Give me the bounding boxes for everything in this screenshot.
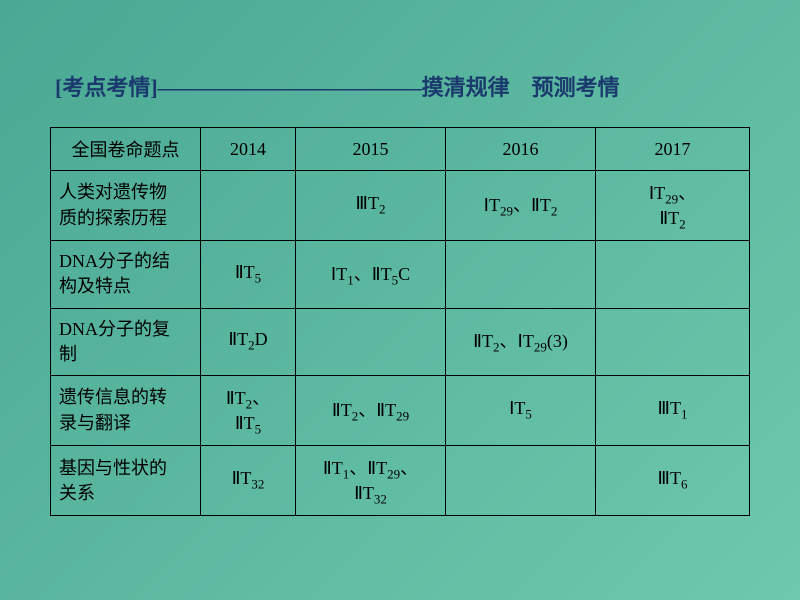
cell-2017: ⅢT1 xyxy=(596,375,750,445)
topic-cell: DNA分子的结构及特点 xyxy=(51,241,201,308)
table-row: 遗传信息的转录与翻译 ⅡT2、ⅡT5 ⅡT2、ⅡT29 ⅠT5 ⅢT1 xyxy=(51,375,750,445)
header-topic: 全国卷命题点 xyxy=(51,128,201,171)
cell-2015 xyxy=(296,308,446,375)
cell-2015: ⅢT2 xyxy=(296,171,446,241)
header-2014: 2014 xyxy=(201,128,296,171)
title-suffix: 摸清规律 预测考情 xyxy=(422,75,620,100)
cell-2017 xyxy=(596,308,750,375)
topic-cell: DNA分子的复制 xyxy=(51,308,201,375)
exam-topics-table: 全国卷命题点 2014 2015 2016 2017 人类对遗传物质的探索历程 … xyxy=(50,127,750,516)
cell-2016 xyxy=(446,241,596,308)
cell-2014: ⅡT32 xyxy=(201,446,296,516)
topic-cell: 人类对遗传物质的探索历程 xyxy=(51,171,201,241)
header-2017: 2017 xyxy=(596,128,750,171)
cell-2014: ⅡT5 xyxy=(201,241,296,308)
cell-2016: ⅠT29、ⅡT2 xyxy=(446,171,596,241)
title-line: ———————————— xyxy=(158,75,422,100)
cell-2015: ⅡT2、ⅡT29 xyxy=(296,375,446,445)
header-2016: 2016 xyxy=(446,128,596,171)
topic-cell: 基因与性状的关系 xyxy=(51,446,201,516)
cell-2014: ⅡT2、ⅡT5 xyxy=(201,375,296,445)
table-row: DNA分子的复制 ⅡT2D ⅡT2、ⅠT29(3) xyxy=(51,308,750,375)
page-title: [考点考情]————————————摸清规律 预测考情 xyxy=(50,70,750,102)
topic-cell: 遗传信息的转录与翻译 xyxy=(51,375,201,445)
cell-2016: ⅡT2、ⅠT29(3) xyxy=(446,308,596,375)
cell-2014 xyxy=(201,171,296,241)
cell-2016 xyxy=(446,446,596,516)
cell-2017: ⅠT29、ⅡT2 xyxy=(596,171,750,241)
header-2015: 2015 xyxy=(296,128,446,171)
slide-container: [考点考情]————————————摸清规律 预测考情 全国卷命题点 2014 … xyxy=(0,0,800,556)
table-row: 人类对遗传物质的探索历程 ⅢT2 ⅠT29、ⅡT2 ⅠT29、ⅡT2 xyxy=(51,171,750,241)
table-row: DNA分子的结构及特点 ⅡT5 ⅠT1、ⅡT5C xyxy=(51,241,750,308)
cell-2014: ⅡT2D xyxy=(201,308,296,375)
cell-2015: ⅠT1、ⅡT5C xyxy=(296,241,446,308)
table-row: 基因与性状的关系 ⅡT32 ⅡT1、ⅡT29、ⅡT32 ⅢT6 xyxy=(51,446,750,516)
table-header-row: 全国卷命题点 2014 2015 2016 2017 xyxy=(51,128,750,171)
cell-2015: ⅡT1、ⅡT29、ⅡT32 xyxy=(296,446,446,516)
title-prefix: [考点考情] xyxy=(55,75,158,100)
cell-2016: ⅠT5 xyxy=(446,375,596,445)
cell-2017 xyxy=(596,241,750,308)
cell-2017: ⅢT6 xyxy=(596,446,750,516)
